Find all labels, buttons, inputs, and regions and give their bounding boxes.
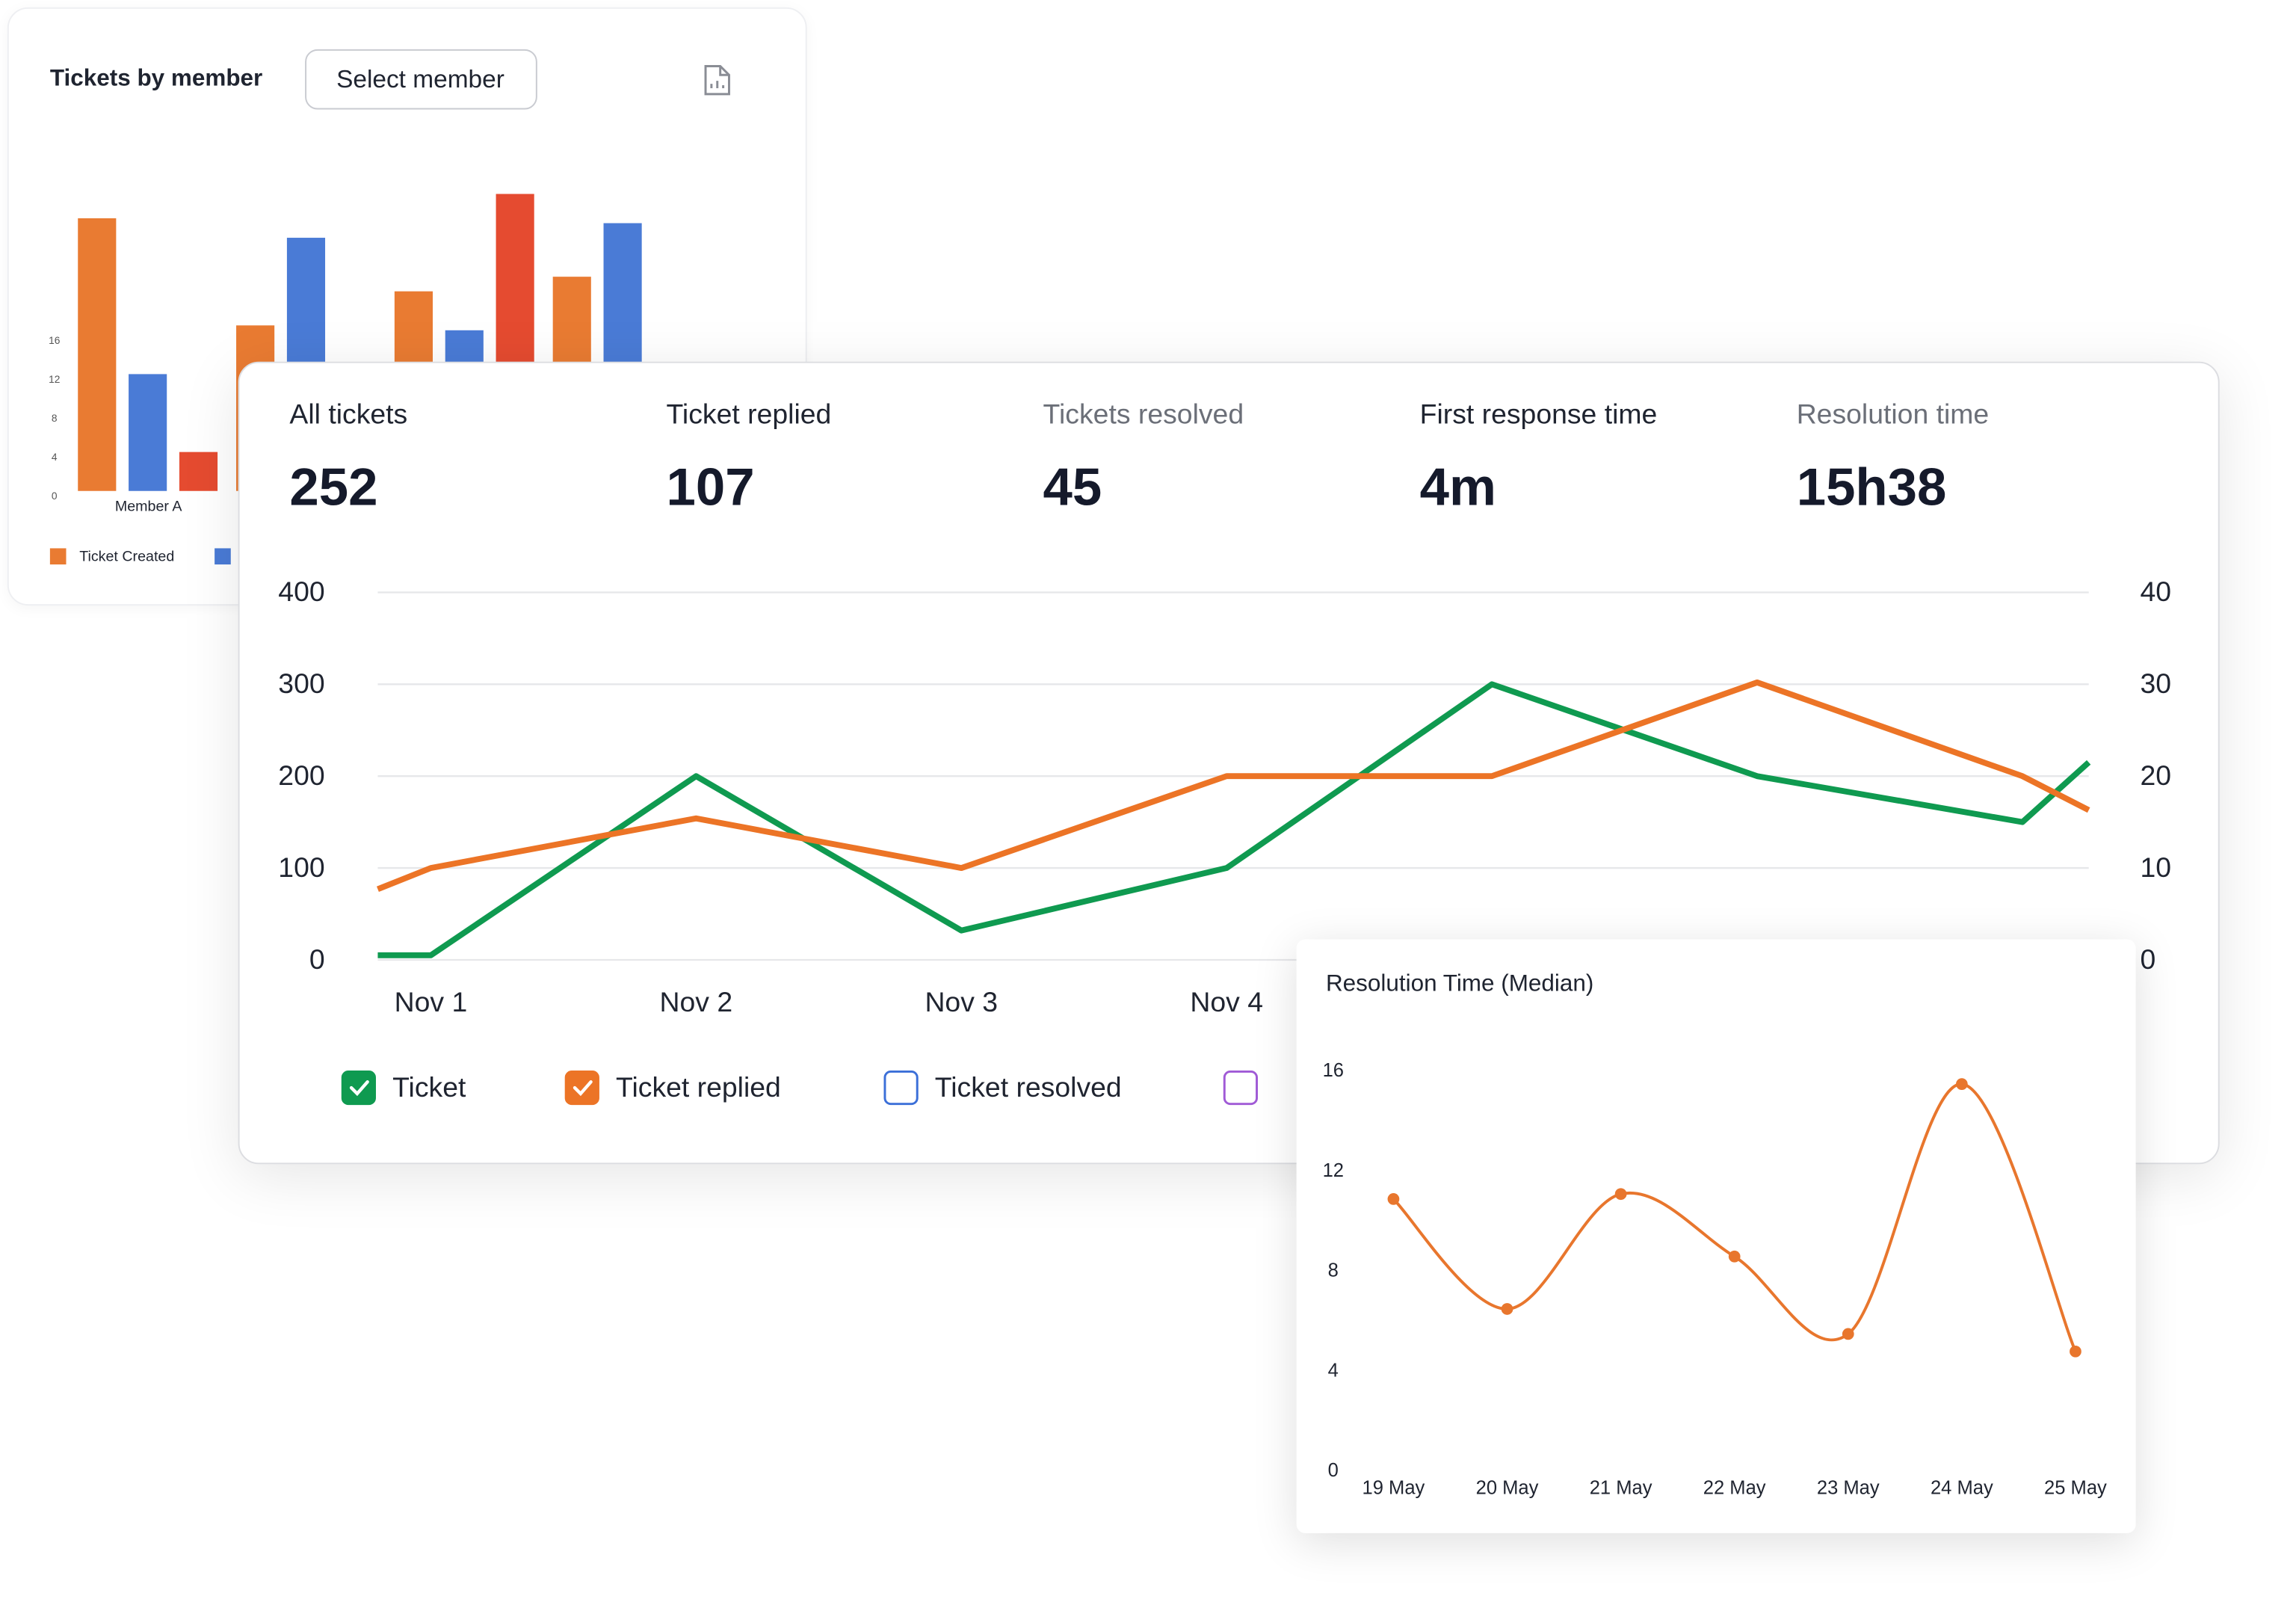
y-tick-label: 4: [1328, 1360, 1339, 1381]
legend-swatch: [49, 548, 67, 565]
stat-value: 107: [667, 458, 755, 517]
x-tick-label: 19 May: [1363, 1478, 1425, 1499]
legend-label: Ticket Created: [79, 548, 174, 564]
stat-label: All tickets: [289, 398, 407, 429]
y-tick-label: 12: [1323, 1160, 1344, 1181]
series-line: [377, 681, 2091, 958]
legend-label[interactable]: Ticket resolved: [935, 1071, 1122, 1103]
bar: [129, 374, 167, 491]
select-button-label[interactable]: Select member: [336, 66, 504, 93]
y-tick-label: 8: [1328, 1260, 1339, 1281]
y2-tick-label: 30: [2141, 668, 2172, 699]
stat-label: Resolution time: [1797, 398, 1990, 429]
point: [1955, 1078, 1968, 1091]
checkmark: [349, 1080, 369, 1097]
legend-checkbox[interactable]: [883, 1070, 919, 1106]
y-tick-label: 200: [278, 760, 324, 791]
y2-tick-label: 20: [2141, 760, 2172, 791]
y-tick-label: 12: [49, 374, 60, 385]
y-tick-label: 4: [52, 452, 58, 463]
x-tick-label: 20 May: [1476, 1478, 1539, 1499]
y-tick-label: 0: [309, 943, 325, 975]
stat-value: 4m: [1420, 458, 1496, 517]
x-tick-label: Nov 4: [1190, 986, 1263, 1017]
x-tick-label: 22 May: [1703, 1478, 1766, 1499]
series-line: [376, 679, 2090, 893]
legend-label[interactable]: Ticket: [392, 1071, 466, 1103]
resolution-chart: Resolution Time (Median) 0 4 8 12 16 19 May 20…: [1323, 970, 2107, 1499]
x-tick-label: Nov 3: [925, 986, 998, 1017]
y-tick-label: 16: [49, 335, 61, 346]
y-tick-label: 400: [278, 576, 324, 607]
legend-swatch: [215, 548, 231, 565]
y-tick-label: 0: [1328, 1460, 1339, 1481]
resolution-card: Resolution Time (Median) 0 4 8 12 16 19 May 20…: [1296, 939, 2136, 1533]
x-tick-label: 25 May: [2044, 1478, 2107, 1499]
y2-tick-label: 40: [2141, 576, 2172, 607]
point: [1842, 1328, 1854, 1340]
y-tick-label: 8: [52, 413, 58, 424]
stat-value: 15h38: [1797, 458, 1947, 517]
point: [1387, 1193, 1400, 1205]
x-tick-label: 21 May: [1590, 1478, 1652, 1499]
y-tick-label: 100: [278, 851, 324, 883]
export-icon[interactable]: [704, 65, 730, 96]
series-line: [1392, 1082, 2077, 1352]
stat-label: First response time: [1420, 398, 1658, 429]
legend-checkbox[interactable]: [564, 1070, 599, 1106]
x-tick-label: Nov 2: [660, 986, 733, 1017]
x-tick-label: Nov 1: [395, 986, 468, 1017]
y2-tick-label: 0: [2141, 943, 2156, 975]
bar: [78, 218, 117, 491]
stat-label: Ticket replied: [667, 398, 832, 429]
card-title: Resolution Time (Median): [1326, 970, 1593, 997]
point: [1614, 1188, 1627, 1201]
stat-label: Tickets resolved: [1043, 398, 1244, 429]
point: [1728, 1250, 1741, 1263]
legend-checkbox[interactable]: [1223, 1070, 1259, 1106]
stat-value: 45: [1043, 458, 1102, 517]
x-tick-label: Member A: [115, 499, 182, 515]
checkmark: [573, 1080, 593, 1097]
stat-value: 252: [289, 458, 377, 517]
point: [1501, 1303, 1513, 1315]
card-title: Tickets by member: [50, 64, 262, 90]
y2-tick-label: 10: [2141, 851, 2172, 883]
point: [2070, 1345, 2081, 1358]
y-tick-label: 16: [1323, 1060, 1344, 1081]
y-tick-label: 0: [52, 490, 58, 502]
x-tick-label: 24 May: [1931, 1478, 1993, 1499]
y-tick-label: 300: [278, 668, 324, 699]
select-button[interactable]: [305, 49, 537, 110]
bar: [179, 452, 218, 491]
overview-chart: All tickets 252 Ticket replied 107 Tickets r…: [278, 398, 2172, 1106]
x-tick-label: 23 May: [1817, 1478, 1880, 1499]
legend-label[interactable]: Ticket replied: [616, 1071, 781, 1103]
legend-checkbox[interactable]: [341, 1070, 376, 1106]
